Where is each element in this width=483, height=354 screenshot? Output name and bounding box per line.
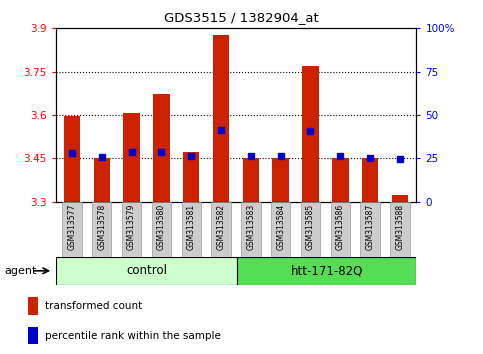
- Text: GSM313577: GSM313577: [68, 204, 76, 250]
- Bar: [182, 202, 201, 257]
- Text: transformed count: transformed count: [45, 301, 142, 311]
- Bar: [56, 257, 238, 285]
- Text: GSM313578: GSM313578: [97, 204, 106, 250]
- Text: GSM313585: GSM313585: [306, 204, 315, 250]
- Bar: [272, 158, 289, 202]
- Text: GDS3515 / 1382904_at: GDS3515 / 1382904_at: [164, 11, 319, 24]
- Bar: [122, 202, 141, 257]
- Bar: [28, 327, 39, 344]
- Bar: [123, 113, 140, 202]
- Bar: [390, 202, 410, 257]
- Bar: [152, 202, 171, 257]
- Bar: [301, 202, 320, 257]
- Bar: [213, 35, 229, 202]
- Text: GSM313584: GSM313584: [276, 204, 285, 250]
- Text: GSM313581: GSM313581: [187, 204, 196, 250]
- Text: GSM313587: GSM313587: [366, 204, 375, 250]
- Bar: [64, 116, 80, 202]
- Bar: [241, 202, 260, 257]
- Bar: [360, 202, 380, 257]
- Bar: [331, 202, 350, 257]
- Text: GSM313582: GSM313582: [216, 204, 226, 250]
- Bar: [92, 202, 112, 257]
- Text: htt-171-82Q: htt-171-82Q: [291, 264, 363, 277]
- Bar: [212, 202, 231, 257]
- Text: GSM313586: GSM313586: [336, 204, 345, 250]
- Bar: [153, 94, 170, 202]
- Bar: [62, 202, 82, 257]
- Bar: [362, 158, 378, 202]
- Bar: [242, 158, 259, 202]
- Bar: [332, 158, 349, 202]
- Text: GSM313579: GSM313579: [127, 204, 136, 250]
- Text: agent: agent: [5, 266, 37, 276]
- Bar: [94, 158, 110, 202]
- Text: control: control: [126, 264, 167, 277]
- Text: percentile rank within the sample: percentile rank within the sample: [45, 331, 221, 341]
- Text: GSM313588: GSM313588: [396, 204, 404, 250]
- Bar: [392, 195, 408, 202]
- Text: GSM313580: GSM313580: [157, 204, 166, 250]
- Bar: [302, 66, 319, 202]
- Bar: [271, 202, 290, 257]
- Bar: [238, 257, 416, 285]
- Bar: [28, 297, 39, 315]
- Text: GSM313583: GSM313583: [246, 204, 256, 250]
- Bar: [183, 152, 199, 202]
